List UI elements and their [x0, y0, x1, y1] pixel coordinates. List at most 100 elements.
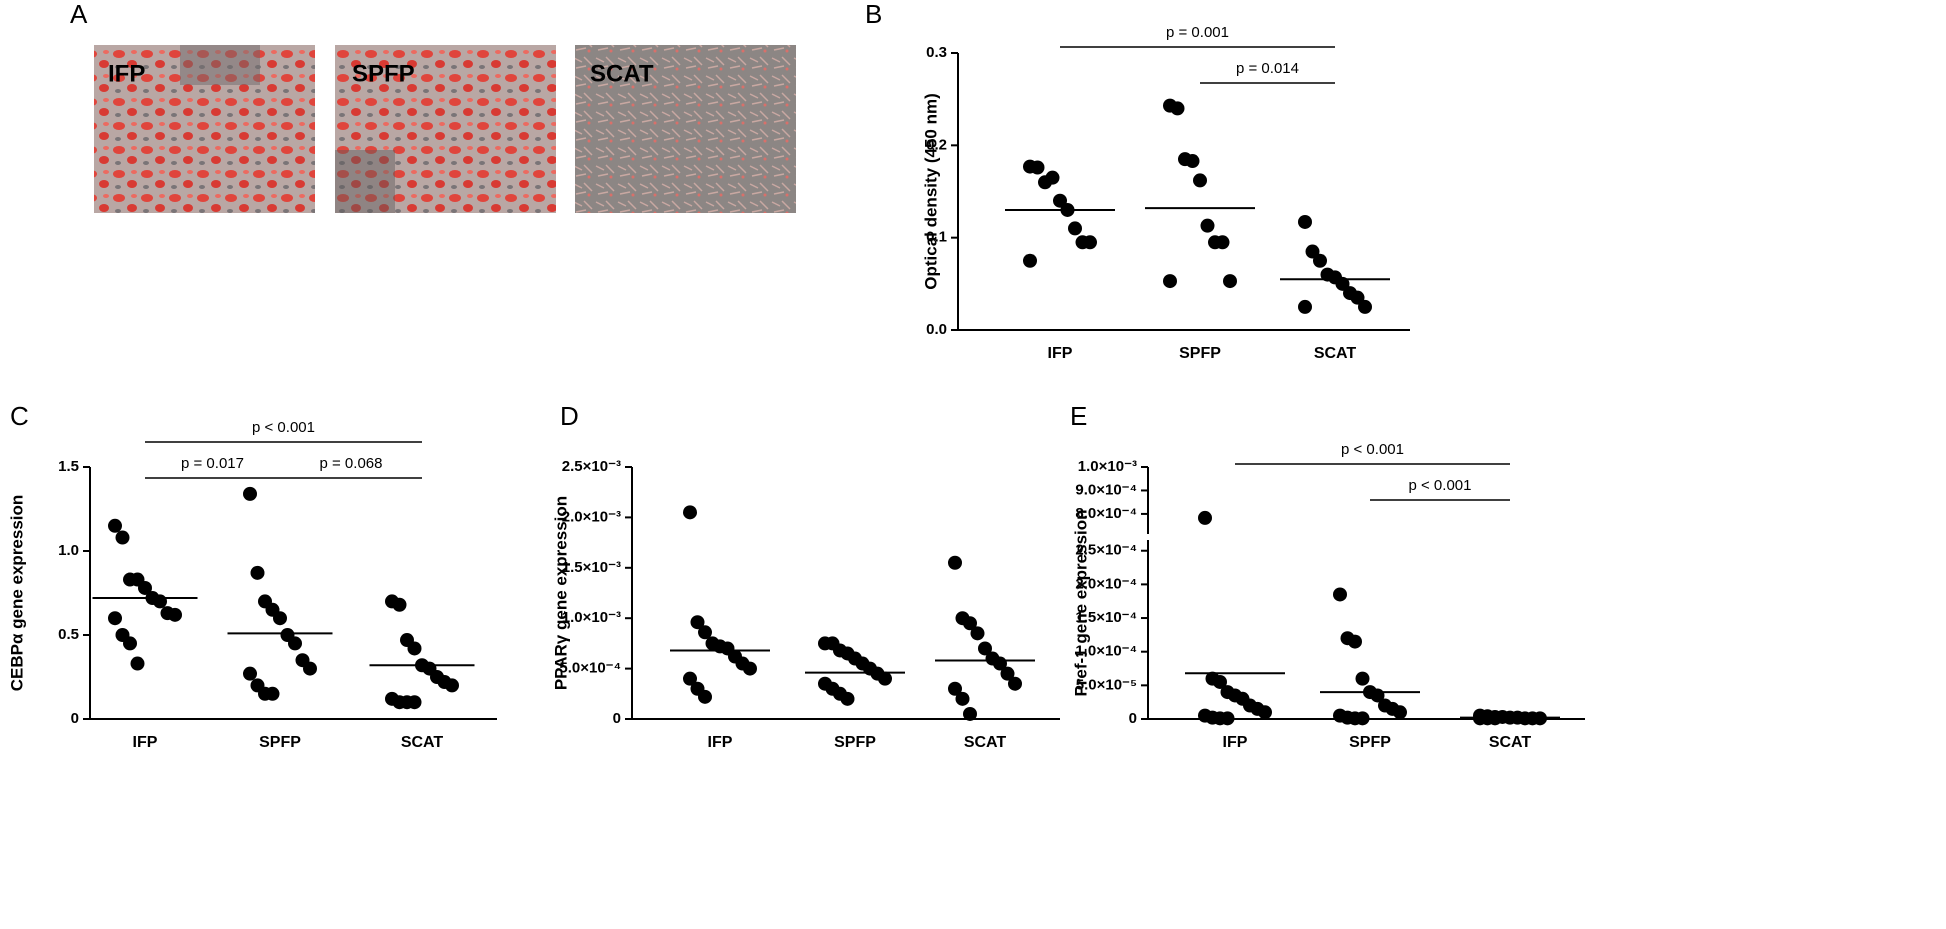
x-tick-label: SCAT — [1314, 345, 1357, 362]
y-tick-label: 1.5×10⁻³ — [562, 559, 621, 576]
data-point — [683, 505, 697, 520]
data-point — [948, 681, 962, 696]
data-point — [138, 580, 152, 595]
y-tick-label: 0 — [71, 710, 79, 727]
y-tick-label: 1.0×10⁻³ — [1078, 458, 1137, 475]
x-tick-label: SCAT — [964, 734, 1007, 751]
panel-label: B — [865, 0, 882, 29]
significance-label: p < 0.001 — [252, 419, 315, 436]
data-point — [250, 565, 265, 580]
data-point — [698, 625, 712, 640]
x-tick-label: SPFP — [1349, 734, 1391, 751]
significance-label: p < 0.001 — [1409, 477, 1472, 494]
y-tick-label: 1.5 — [58, 458, 79, 475]
x-tick-label: IFP — [133, 734, 158, 751]
data-point — [115, 530, 130, 545]
x-tick-label: IFP — [1048, 345, 1073, 362]
data-point — [878, 671, 892, 686]
y-axis-label: CEBPα gene expression — [7, 495, 26, 692]
significance-label: p = 0.014 — [1236, 60, 1299, 77]
data-point — [1358, 299, 1372, 314]
y-tick-label: 0.2 — [926, 136, 947, 153]
y-tick-label: 1.0×10⁻⁴ — [1075, 643, 1137, 660]
data-point — [1215, 235, 1230, 250]
significance-label: p = 0.001 — [1166, 24, 1229, 41]
data-point — [123, 636, 137, 651]
significance-label: p = 0.068 — [320, 455, 383, 472]
significance-label: p = 0.017 — [181, 455, 244, 472]
y-tick-label: 5.0×10⁻⁵ — [1076, 676, 1137, 693]
y-tick-label: 0.1 — [926, 229, 947, 246]
significance-label: p < 0.001 — [1341, 441, 1404, 458]
y-tick-label: 8.0×10⁻⁴ — [1075, 505, 1137, 522]
data-point — [1355, 671, 1370, 686]
data-point — [948, 555, 962, 570]
data-point — [1000, 666, 1015, 681]
panel: D PPARγ gene expression 0 5.0×10⁻⁴ 1.0×10⁻³ 1… — [551, 401, 1060, 751]
micrograph-image — [335, 45, 556, 213]
data-point — [1185, 154, 1200, 169]
y-tick-label: 1.0 — [58, 542, 79, 559]
data-point — [445, 678, 459, 693]
data-point — [1213, 674, 1227, 689]
data-point — [698, 689, 712, 704]
data-point — [840, 691, 855, 706]
data-point — [108, 611, 122, 626]
y-axis-label: Optical density (450 nm) — [921, 93, 940, 290]
y-axis-label: Pref-1 gene expression — [1071, 509, 1090, 696]
micrograph: SPFP — [335, 45, 556, 213]
micrograph-shade — [180, 45, 260, 85]
x-tick-label: SCAT — [1489, 734, 1532, 751]
data-point — [978, 641, 992, 656]
y-tick-label: 0 — [613, 710, 621, 727]
data-point — [407, 695, 422, 710]
x-tick-label: IFP — [708, 734, 733, 751]
data-point — [392, 597, 407, 612]
data-point — [1220, 711, 1235, 726]
data-point — [130, 656, 145, 671]
data-point — [963, 616, 977, 631]
data-point — [1298, 214, 1312, 229]
data-point — [1163, 274, 1177, 289]
x-tick-label: IFP — [1223, 734, 1248, 751]
data-point — [1030, 160, 1045, 175]
data-point — [1348, 634, 1362, 649]
x-tick-label: SPFP — [1179, 345, 1221, 362]
y-tick-label: 1.5×10⁻⁴ — [1075, 609, 1137, 626]
x-tick-label: SPFP — [259, 734, 301, 751]
y-tick-label: 5.0×10⁻⁴ — [559, 660, 621, 677]
data-point — [265, 686, 280, 701]
panel: C CEBPα gene expression 0 0.5 1.0 1.5 IFP SPFP S… — [7, 401, 497, 751]
data-point — [1223, 274, 1237, 289]
data-point — [1045, 170, 1060, 185]
data-point — [168, 607, 182, 622]
image-label: SCAT — [590, 60, 654, 87]
y-tick-label: 0.0 — [926, 321, 947, 338]
data-point — [1083, 235, 1097, 250]
data-point — [963, 706, 977, 721]
data-point — [1193, 173, 1207, 188]
panel-label: C — [10, 401, 29, 431]
data-point — [955, 691, 970, 706]
data-point — [1198, 510, 1212, 525]
data-point — [303, 661, 317, 676]
y-axis-label: PPARγ gene expression — [551, 496, 570, 690]
data-point — [153, 594, 167, 609]
panel: B Optical density (450 nm) 0.0 0.1 0.2 0.3 IFP… — [865, 0, 1410, 362]
x-tick-label: SCAT — [401, 734, 444, 751]
data-point — [1258, 705, 1272, 720]
y-tick-label: 0.5 — [58, 626, 79, 643]
panel-label: D — [560, 401, 579, 431]
panel-label: A — [70, 0, 88, 29]
data-point — [108, 518, 122, 533]
data-point — [1298, 299, 1312, 314]
data-point — [743, 661, 757, 676]
micrograph-shade — [335, 150, 395, 213]
data-point — [1200, 218, 1215, 233]
data-point — [1023, 253, 1037, 268]
data-point — [1313, 253, 1327, 268]
data-point — [1393, 705, 1407, 720]
y-tick-label: 2.5×10⁻⁴ — [1075, 542, 1137, 559]
micrograph-image — [575, 45, 796, 213]
